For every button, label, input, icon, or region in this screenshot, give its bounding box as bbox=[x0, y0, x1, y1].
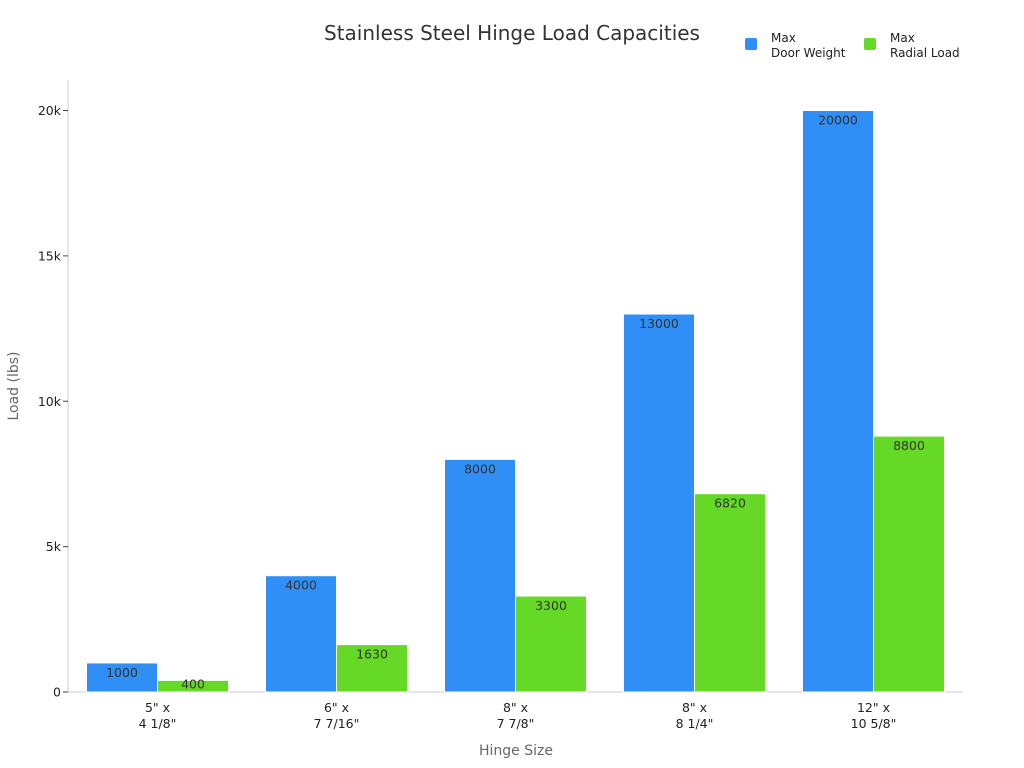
data-label: 1630 bbox=[356, 647, 388, 662]
bar-door-weight bbox=[802, 110, 874, 693]
bar-door-weight bbox=[86, 662, 158, 693]
data-label: 8800 bbox=[893, 438, 925, 453]
y-tick-label: 10k bbox=[38, 394, 62, 409]
y-tick-label: 15k bbox=[38, 248, 62, 263]
bar-radial-load bbox=[694, 493, 766, 693]
y-tick-label: 5k bbox=[46, 539, 62, 554]
legend-label: Max Radial Load bbox=[890, 31, 960, 60]
legend-item: Max Door Weight bbox=[745, 31, 846, 60]
y-axis-label: Load (lbs) bbox=[6, 351, 22, 420]
bar-radial-load bbox=[515, 595, 587, 693]
x-tick-label: 12" x 10 5/8" bbox=[851, 700, 897, 731]
data-label: 6820 bbox=[714, 496, 746, 511]
data-label: 20000 bbox=[818, 113, 858, 128]
bars bbox=[86, 110, 945, 693]
chart-title: Stainless Steel Hinge Load Capacities bbox=[324, 21, 700, 45]
bar-door-weight bbox=[444, 458, 516, 693]
bar-door-weight bbox=[623, 313, 695, 693]
data-label: 400 bbox=[181, 676, 205, 691]
legend: Max Door Weight Max Radial Load bbox=[745, 31, 960, 60]
legend-item: Max Radial Load bbox=[864, 31, 960, 60]
bar-radial-load bbox=[336, 644, 408, 693]
data-label: 8000 bbox=[464, 461, 496, 476]
y-tick-label: 20k bbox=[38, 103, 62, 118]
bar-radial-load bbox=[873, 435, 945, 693]
data-label: 1000 bbox=[106, 665, 138, 680]
legend-swatch bbox=[864, 38, 876, 50]
bar-radial-load bbox=[157, 679, 229, 693]
data-label: 13000 bbox=[639, 316, 679, 331]
bar-labels: 1000 4000 8000 13000 20000 400 1630 3300 6820 880… bbox=[106, 113, 925, 692]
bar-door-weight bbox=[265, 575, 337, 693]
legend-swatch bbox=[745, 38, 757, 50]
legend-label: Max Door Weight bbox=[771, 31, 846, 60]
data-label: 3300 bbox=[535, 598, 567, 613]
x-axis-label: Hinge Size bbox=[479, 743, 553, 759]
y-tick-label: 0 bbox=[53, 685, 61, 700]
data-label: 4000 bbox=[285, 578, 317, 593]
